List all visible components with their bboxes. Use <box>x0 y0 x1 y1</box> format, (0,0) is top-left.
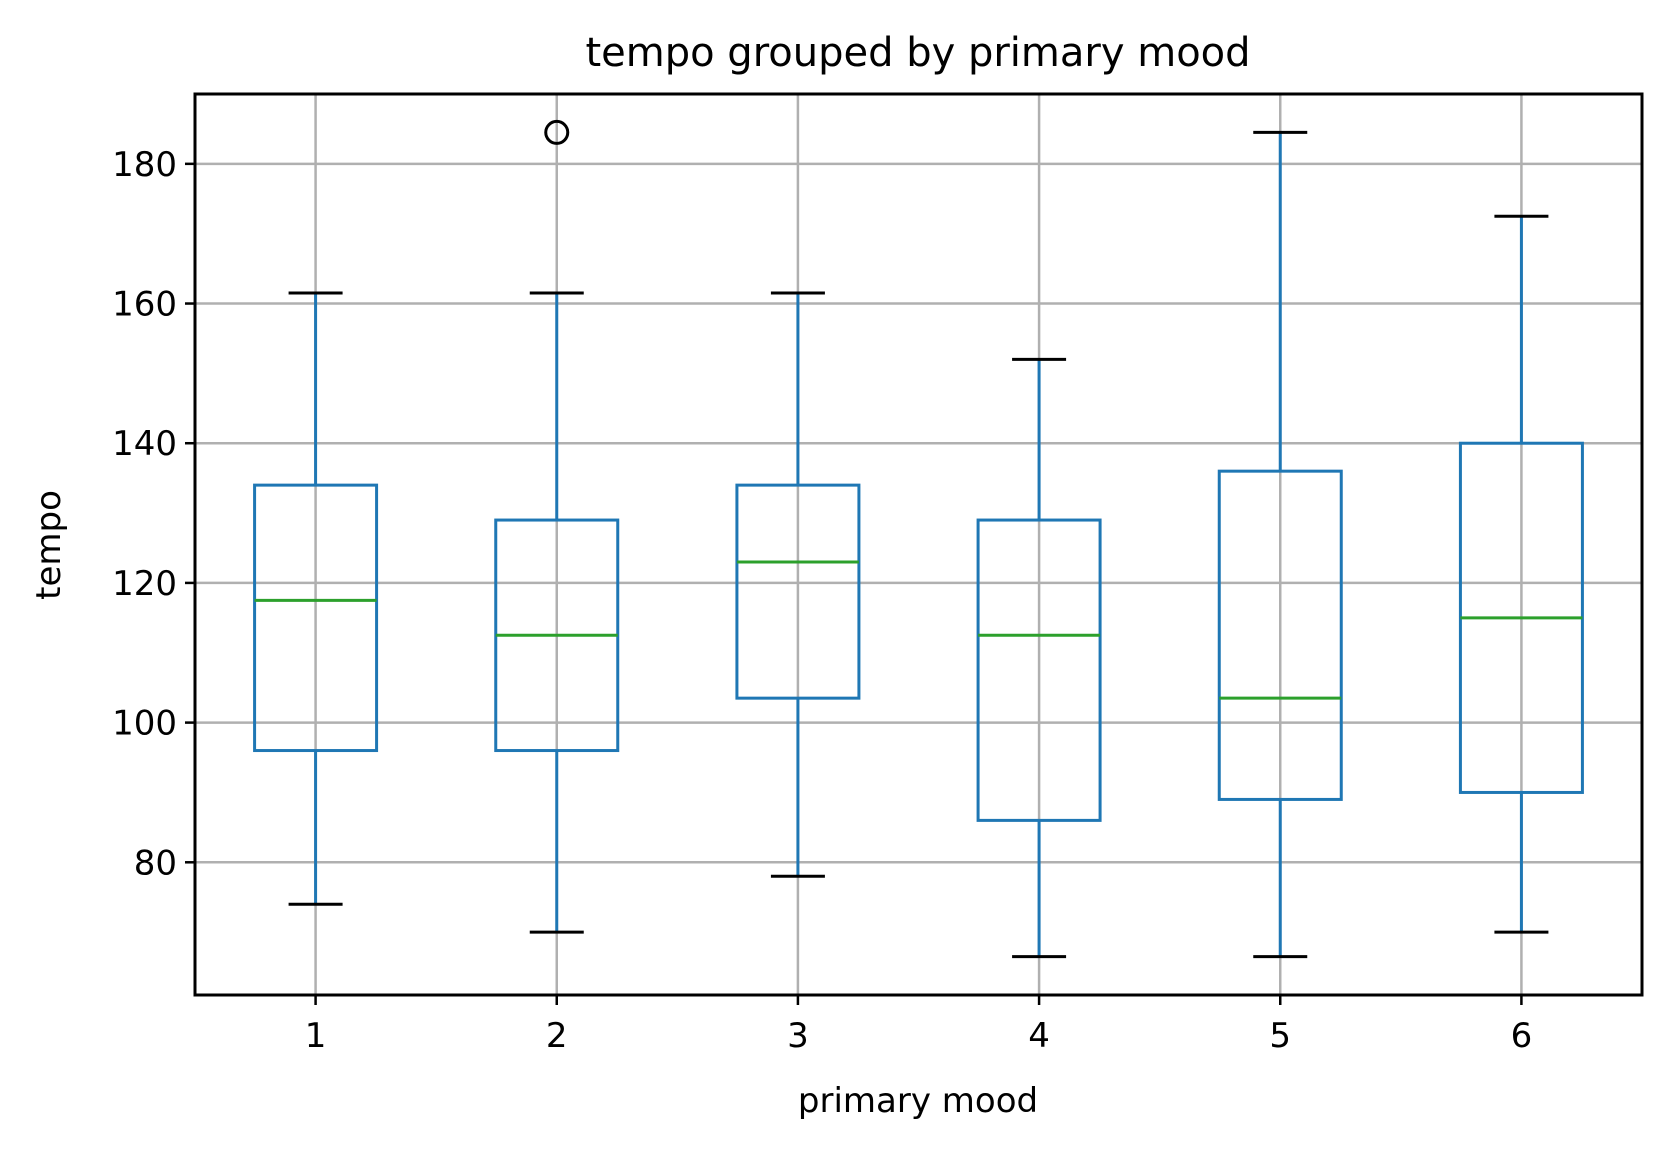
box-body <box>735 483 861 700</box>
box-group <box>1458 214 1584 934</box>
plot-frame <box>193 92 1644 997</box>
x-axis-label: primary mood <box>798 1081 1038 1121</box>
y-tick-label: 120 <box>112 564 177 604</box>
y-tick-label: 140 <box>112 424 177 464</box>
box-body <box>976 518 1102 822</box>
box-group <box>1217 130 1343 959</box>
y-tick-label: 100 <box>112 704 177 744</box>
box-body <box>1217 469 1343 801</box>
box-group <box>494 119 620 934</box>
box-group <box>976 357 1102 959</box>
tick-layer: 80 100 120 140 160 180 1 2 3 4 5 6 <box>112 145 1532 1056</box>
x-tick-label: 4 <box>1028 1016 1050 1056</box>
y-tick-label: 180 <box>112 145 177 185</box>
box-layer <box>253 119 1584 959</box>
y-tick-label: 160 <box>112 285 177 325</box>
y-axis-label: tempo <box>29 490 69 600</box>
chart-title: tempo grouped by primary mood <box>585 30 1250 76</box>
x-tick-label: 6 <box>1511 1016 1533 1056</box>
box-group <box>735 291 861 878</box>
x-tick-label: 3 <box>787 1016 809 1056</box>
outlier-point <box>544 119 570 145</box>
x-tick-label: 2 <box>546 1016 568 1056</box>
grid-layer <box>195 94 1642 995</box>
x-tick-label: 1 <box>305 1016 327 1056</box>
box-group <box>253 291 379 906</box>
box-body <box>253 483 379 753</box>
y-tick-label: 80 <box>134 843 177 883</box>
x-tick-label: 5 <box>1269 1016 1291 1056</box>
